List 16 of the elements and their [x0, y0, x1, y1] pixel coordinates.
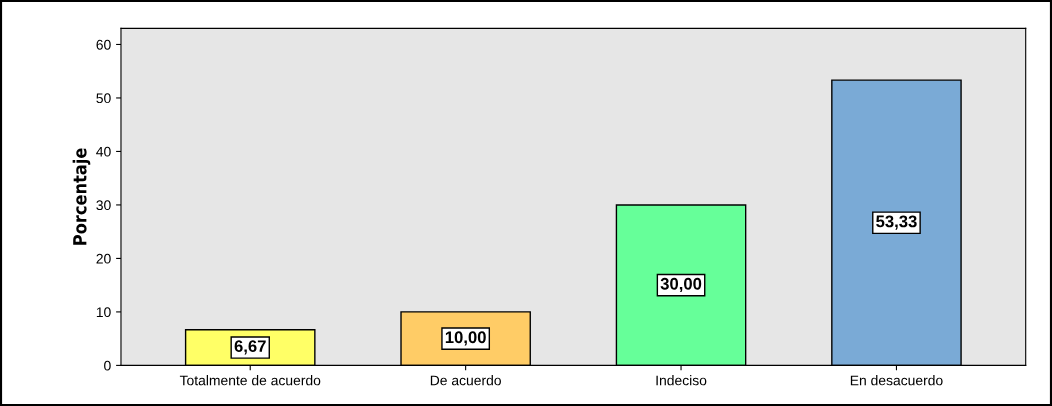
y-tick-label: 60 — [96, 39, 111, 50]
x-tick-label: Indeciso — [656, 375, 707, 386]
y-axis-title: Porcentaje — [72, 148, 91, 245]
y-tick-label: 10 — [96, 307, 111, 318]
y-tick-label: 0 — [104, 360, 111, 371]
y-tick-label: 30 — [96, 200, 111, 211]
y-tick-label: 50 — [96, 93, 111, 104]
data-label: 10,00 — [445, 331, 486, 346]
data-label: 53,33 — [876, 215, 917, 230]
y-tick-label: 40 — [96, 146, 111, 157]
data-label: 6,67 — [234, 340, 266, 355]
data-label: 30,00 — [660, 277, 702, 293]
y-tick-label: 20 — [96, 253, 111, 264]
x-tick-label: Totalmente de acuerdo — [179, 375, 321, 386]
x-tick-label: En desacuerdo — [850, 375, 943, 386]
x-tick-label: De acuerdo — [430, 375, 501, 386]
